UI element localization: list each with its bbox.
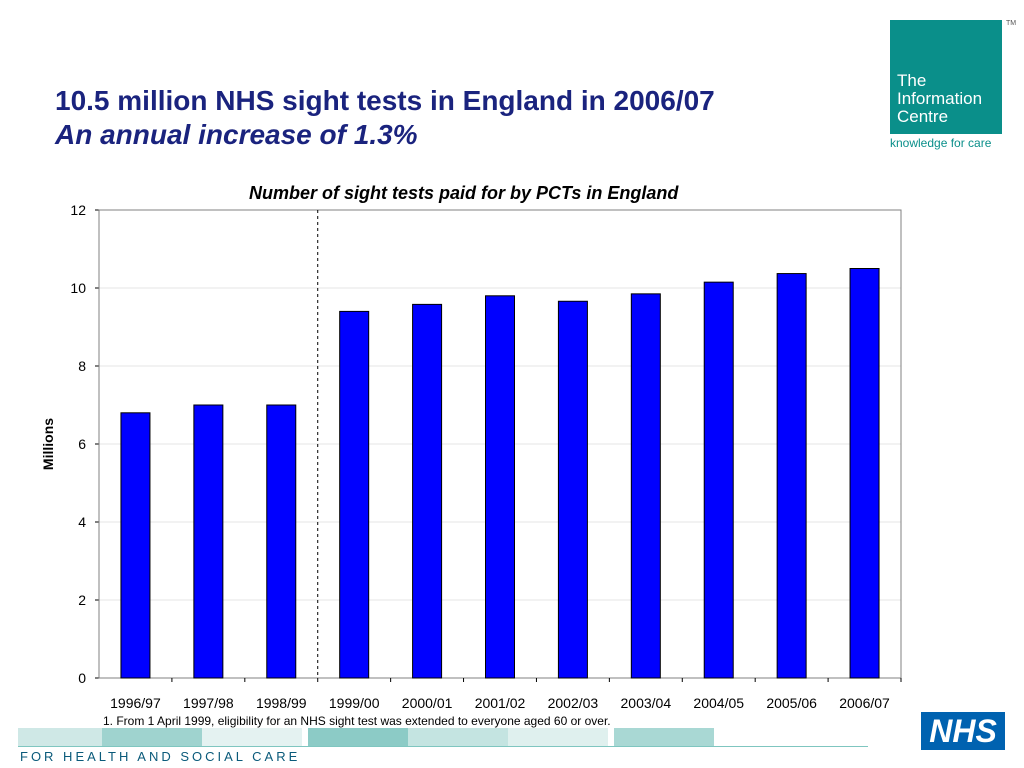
x-tick-label: 1996/97 [110,695,161,711]
bar [630,293,661,679]
logo-line-3: Centre [897,107,949,126]
chart-title: Number of sight tests paid for by PCTs i… [249,183,679,203]
bar [849,268,880,679]
bar [776,273,807,679]
y-tick-label: 10 [70,280,86,296]
y-tick-label: 4 [78,514,86,530]
bar [485,295,515,679]
x-tick-label: 1998/99 [256,695,307,711]
bar [193,404,224,679]
x-tick-label: 2000/01 [402,695,453,711]
title-subtitle: An annual increase of 1.3% [55,119,418,150]
x-tick-label: 1999/00 [329,695,380,711]
footer-color-strip [18,728,714,746]
x-tick-label: 2003/04 [621,695,672,711]
y-tick-label: 2 [78,592,86,608]
y-tick-label: 12 [70,202,86,218]
y-axis-label: Millions [40,418,56,470]
footer-text: FOR HEALTH AND SOCIAL CARE [20,749,301,764]
logo-line-1: The [897,71,927,90]
logo-text: The Information Centre [897,72,982,126]
bar [703,281,734,679]
bar [339,310,370,679]
bar [412,303,443,679]
bar [266,404,297,679]
bar [557,300,588,679]
title-main: 10.5 million NHS sight tests in England … [55,85,715,116]
x-tick-label: 1997/98 [183,695,234,711]
y-tick-label: 8 [78,358,86,374]
y-tick-label: 0 [78,670,86,686]
page-title: 10.5 million NHS sight tests in England … [55,84,715,152]
logo-line-2: Information [897,89,983,108]
logo-tagline: knowledge for care [890,136,992,150]
x-tick-label: 2001/02 [475,695,526,711]
logo-trademark: TM [1006,20,1017,27]
information-centre-logo: The Information Centre [890,20,1002,134]
x-tick-label: 2004/05 [693,695,744,711]
bar [120,412,151,679]
x-tick-label: 2002/03 [548,695,599,711]
nhs-logo: NHS [921,712,1005,750]
x-tick-label: 2006/07 [839,695,890,711]
x-tick-label: 2005/06 [766,695,817,711]
footer-rule [18,746,868,747]
chart-footnote: 1. From 1 April 1999, eligibility for an… [103,714,611,728]
y-tick-label: 6 [78,436,86,452]
